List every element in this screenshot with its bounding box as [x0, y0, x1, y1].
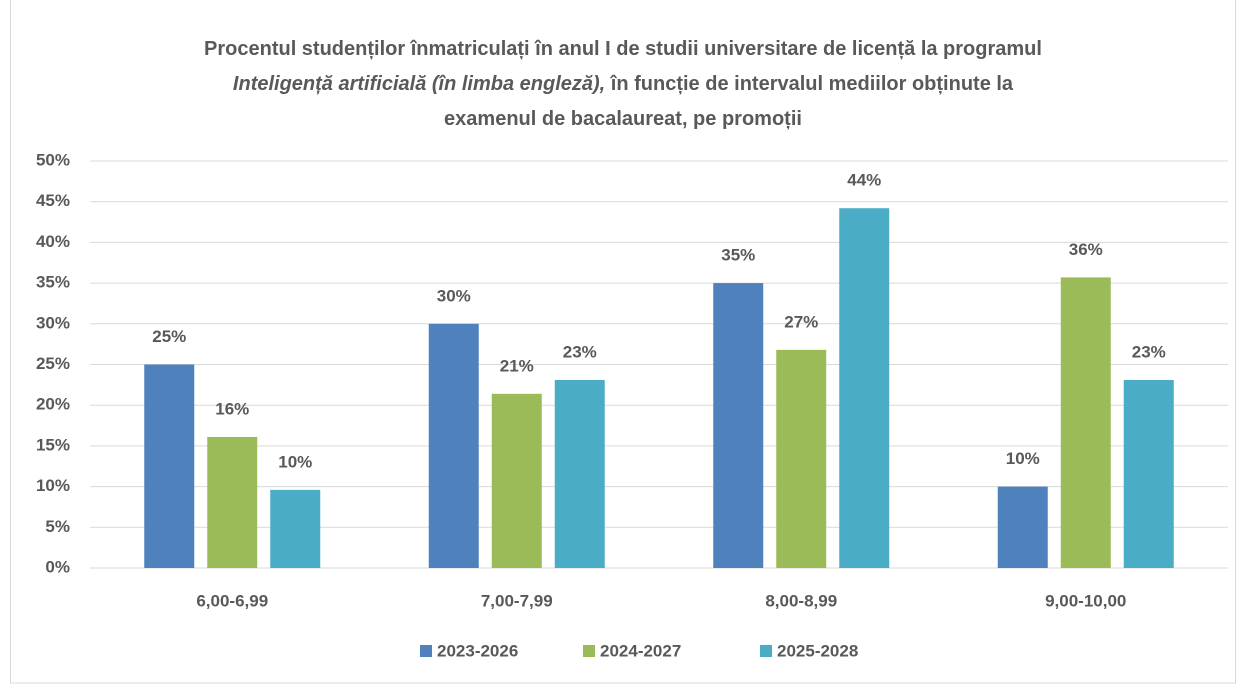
- y-tick-label: 5%: [45, 517, 70, 536]
- chart-border: [10, 0, 1236, 684]
- bar: [270, 489, 321, 568]
- title-segment: Procentul studenților înmatriculați în a…: [204, 38, 1042, 60]
- y-tick-label: 40%: [36, 232, 70, 251]
- x-tick-label: 7,00-7,99: [481, 591, 553, 610]
- value-label: 25%: [152, 327, 186, 346]
- y-tick-label: 50%: [36, 150, 70, 169]
- value-label: 36%: [1069, 240, 1103, 259]
- legend-swatch: [760, 645, 772, 657]
- title-segment: în funcție de intervalul mediilor obținu…: [605, 73, 1014, 95]
- title-segment: Inteligență artificială (în limba englez…: [233, 73, 605, 95]
- y-tick-label: 30%: [36, 313, 70, 332]
- bar: [997, 486, 1048, 568]
- value-label: 35%: [721, 246, 755, 265]
- x-tick-label: 6,00-6,99: [196, 591, 268, 610]
- value-label: 23%: [1132, 342, 1166, 361]
- y-tick-label: 10%: [36, 476, 70, 495]
- y-tick-label: 45%: [36, 191, 70, 210]
- x-tick-label: 9,00-10,00: [1045, 591, 1126, 610]
- value-label: 16%: [215, 399, 249, 418]
- value-label: 10%: [278, 452, 312, 471]
- y-tick-label: 25%: [36, 354, 70, 373]
- y-tick-label: 35%: [36, 273, 70, 292]
- chart-title: Procentul studenților înmatriculați în a…: [204, 38, 1042, 130]
- y-tick-label: 15%: [36, 435, 70, 454]
- bar: [428, 323, 479, 568]
- y-tick-label: 20%: [36, 395, 70, 414]
- y-tick-label: 0%: [45, 557, 70, 576]
- value-label: 44%: [847, 171, 881, 190]
- legend-label: 2023-2026: [437, 641, 518, 660]
- legend-label: 2024-2027: [600, 641, 681, 660]
- legend-swatch: [583, 645, 595, 657]
- legend-label: 2025-2028: [777, 641, 858, 660]
- bar: [554, 379, 605, 568]
- value-label: 10%: [1006, 449, 1040, 468]
- x-tick-label: 8,00-8,99: [765, 591, 837, 610]
- value-label: 21%: [500, 356, 534, 375]
- legend-swatch: [420, 645, 432, 657]
- bar: [1123, 379, 1174, 568]
- bar: [1060, 277, 1111, 568]
- value-label: 23%: [563, 342, 597, 361]
- bar: [207, 436, 258, 568]
- title-segment: examenul de bacalaureat, pe promoții: [444, 108, 802, 130]
- bar: [144, 364, 195, 568]
- bar: [839, 208, 890, 568]
- bar: [776, 349, 827, 568]
- bar: [713, 283, 764, 568]
- value-label: 27%: [784, 312, 818, 331]
- bar: [491, 393, 542, 568]
- value-label: 30%: [437, 286, 471, 305]
